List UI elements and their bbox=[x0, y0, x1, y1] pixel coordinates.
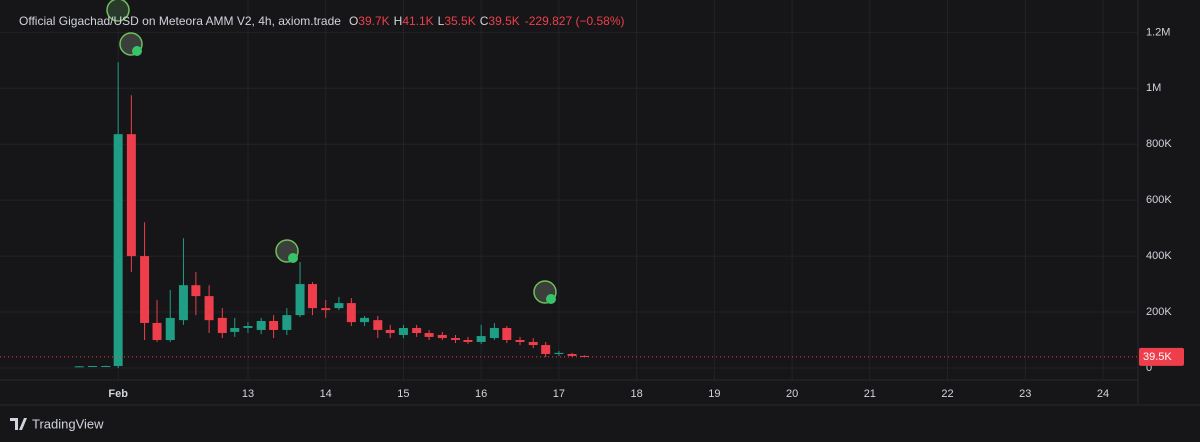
candle-body bbox=[554, 352, 564, 354]
avatar-markers bbox=[106, 0, 557, 304]
candle-body bbox=[282, 315, 292, 330]
y-tick-label: 1.2M bbox=[1146, 26, 1170, 38]
candle-body bbox=[412, 327, 422, 334]
candle-body bbox=[334, 303, 344, 309]
candle-body bbox=[152, 322, 162, 341]
candle-body bbox=[437, 334, 447, 339]
candle-body bbox=[165, 317, 175, 341]
candle-body bbox=[140, 256, 150, 323]
candle-body bbox=[204, 296, 214, 321]
candle-body bbox=[346, 303, 356, 323]
ohlc-key: O bbox=[349, 14, 358, 28]
x-tick-label: 19 bbox=[708, 388, 720, 400]
ohlc-value: 39.5K bbox=[488, 14, 519, 28]
candle-body bbox=[307, 284, 317, 309]
x-tick-label: Feb bbox=[108, 388, 128, 400]
candle-body bbox=[528, 341, 538, 346]
x-tick-label: 18 bbox=[631, 388, 643, 400]
price-label: 39.5K bbox=[1143, 351, 1172, 363]
ohlc-key: H bbox=[394, 14, 403, 28]
candle-body bbox=[269, 320, 279, 330]
candle-body bbox=[256, 320, 266, 330]
candle-body bbox=[126, 134, 136, 257]
ohlc-value: 39.7K bbox=[358, 14, 389, 28]
y-tick-label: 600K bbox=[1146, 194, 1172, 206]
candle-body bbox=[88, 366, 98, 368]
candle-body bbox=[502, 327, 512, 341]
y-tick-label: 200K bbox=[1146, 306, 1172, 318]
avatar-badge bbox=[288, 253, 298, 263]
avatar-badge bbox=[546, 294, 556, 304]
candle-body bbox=[463, 340, 473, 342]
candle-body bbox=[489, 327, 499, 339]
candle-body bbox=[541, 345, 551, 354]
candle-body bbox=[451, 338, 461, 341]
x-tick-label: 15 bbox=[397, 388, 409, 400]
x-tick-label: 17 bbox=[553, 388, 565, 400]
ohlc-value: 41.1K bbox=[402, 14, 433, 28]
change: -229.827 (−0.58%) bbox=[525, 14, 625, 28]
candle-body bbox=[178, 285, 188, 321]
title: Official Gigachad/USD on Meteora AMM V2,… bbox=[19, 14, 341, 28]
candle-body bbox=[567, 353, 577, 356]
ohlc-value: 35.5K bbox=[444, 14, 475, 28]
y-tick-label: 400K bbox=[1146, 250, 1172, 262]
candle-body bbox=[230, 327, 240, 332]
avatar bbox=[106, 0, 130, 22]
chart-title: Official Gigachad/USD on Meteora AMM V2,… bbox=[19, 14, 624, 28]
x-tick-label: 16 bbox=[475, 388, 487, 400]
brand-logo bbox=[10, 418, 27, 430]
x-tick-label: 24 bbox=[1097, 388, 1109, 400]
candle-body bbox=[113, 134, 123, 367]
x-tick-label: 22 bbox=[941, 388, 953, 400]
y-tick-label: 800K bbox=[1146, 138, 1172, 150]
y-tick-label: 0 bbox=[1146, 362, 1152, 374]
candle-body bbox=[398, 327, 408, 335]
y-tick-label: 1M bbox=[1146, 82, 1161, 94]
candle-body bbox=[217, 317, 227, 334]
x-tick-label: 23 bbox=[1019, 388, 1031, 400]
candle-body bbox=[515, 340, 525, 342]
brand: TradingView bbox=[10, 416, 104, 431]
candle-body bbox=[385, 329, 395, 334]
ohlc-key: C bbox=[480, 14, 489, 28]
candle-body bbox=[373, 320, 383, 330]
avatar-badge bbox=[132, 46, 142, 56]
x-tick-label: 14 bbox=[320, 388, 332, 400]
x-tick-label: 20 bbox=[786, 388, 798, 400]
candle-body bbox=[360, 317, 370, 323]
candle-body bbox=[295, 284, 305, 316]
ohlc-key: L bbox=[438, 14, 445, 28]
candle-body bbox=[101, 366, 111, 368]
x-tick-label: 21 bbox=[864, 388, 876, 400]
price-label-bg bbox=[1139, 347, 1184, 366]
x-tick-label: 13 bbox=[242, 388, 254, 400]
candle-body bbox=[476, 336, 486, 342]
brand-name: TradingView bbox=[32, 416, 104, 431]
candle-body bbox=[191, 285, 201, 297]
candle-body bbox=[424, 333, 434, 337]
candle-body bbox=[243, 326, 253, 328]
candle-body bbox=[321, 308, 331, 311]
candle-body bbox=[74, 366, 84, 368]
